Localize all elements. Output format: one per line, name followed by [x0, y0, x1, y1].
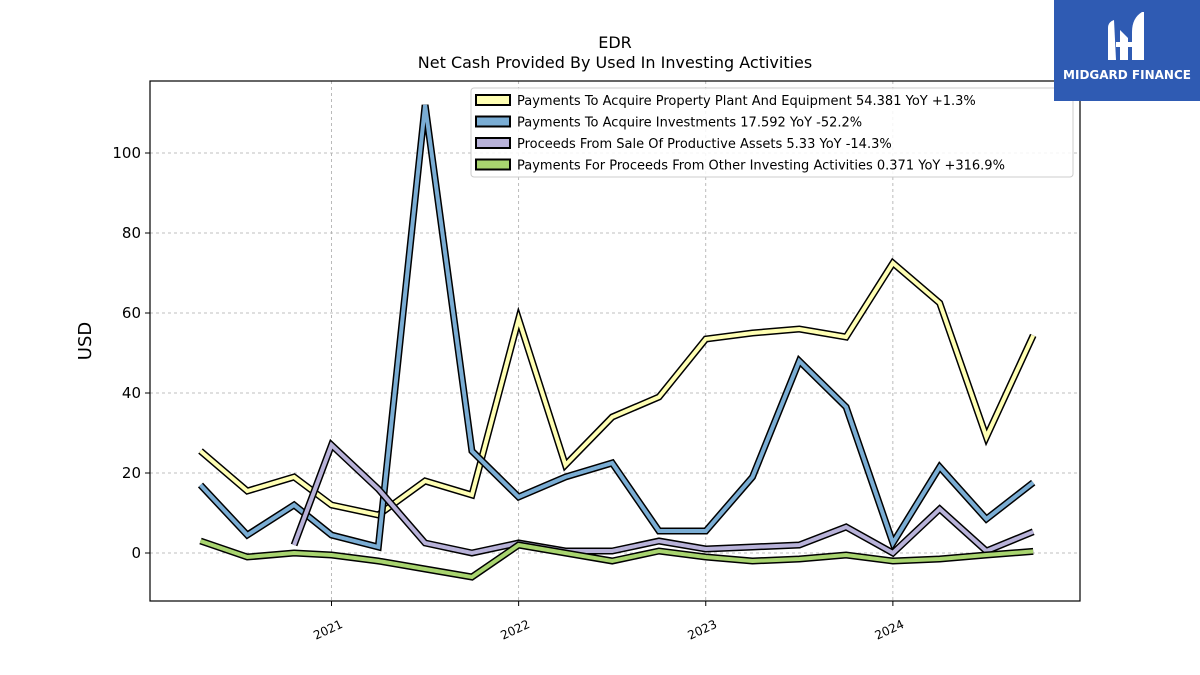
y-tick-label: 80 [122, 224, 141, 242]
brand-name: MIDGARD FINANCE [1063, 68, 1191, 82]
legend: Payments To Acquire Property Plant And E… [470, 87, 1074, 178]
legend-swatch [475, 137, 511, 149]
chart-title: EDR [598, 33, 632, 52]
series-outline [198, 257, 1037, 519]
legend-label: Payments To Acquire Property Plant And E… [517, 94, 976, 109]
legend-swatch [475, 115, 511, 128]
brand-logo: MIDGARD FINANCE [1054, 0, 1200, 101]
x-tick-label: 2022 [498, 617, 532, 643]
x-tick-label: 2024 [873, 617, 907, 643]
series-payments-for-proceeds-from-other-investing-activities [199, 537, 1034, 581]
chart-subtitle: Net Cash Provided By Used In Investing A… [418, 53, 812, 72]
series-payments-to-acquire-investments [197, 104, 1036, 552]
series-line [199, 104, 1035, 550]
legend-swatch [475, 94, 511, 106]
x-axis-ticks: 2021 2022 2023 2024 [311, 601, 906, 643]
legend-swatch [475, 158, 511, 171]
series-line [199, 259, 1036, 518]
legend-label: Payments To Acquire Investments 17.592 Y… [517, 116, 862, 131]
series-proceeds-from-sale-of-productive-assets [290, 438, 1035, 558]
series-line [199, 539, 1034, 580]
legend-label: Payments For Proceeds From Other Investi… [517, 159, 1005, 174]
x-tick-label: 2023 [685, 617, 719, 643]
series-line [292, 441, 1034, 556]
plot-frame [149, 80, 1081, 602]
y-tick-label: 40 [122, 384, 141, 402]
midgard-logo-icon [1108, 12, 1144, 60]
series-payments-to-acquire-property-plant-and-equipment [198, 257, 1037, 519]
y-tick-label: 20 [122, 464, 141, 482]
y-axis-ticks: 0 20 40 60 80 100 [112, 144, 150, 562]
legend-box [470, 87, 1074, 178]
y-axis-label: USD [75, 322, 96, 360]
legend-label: Proceeds From Sale Of Productive Assets … [517, 137, 892, 152]
y-tick-label: 100 [112, 144, 141, 162]
y-tick-label: 0 [131, 544, 141, 562]
x-tick-label: 2021 [311, 617, 345, 643]
y-tick-label: 60 [122, 304, 141, 322]
series-layer [197, 104, 1037, 581]
